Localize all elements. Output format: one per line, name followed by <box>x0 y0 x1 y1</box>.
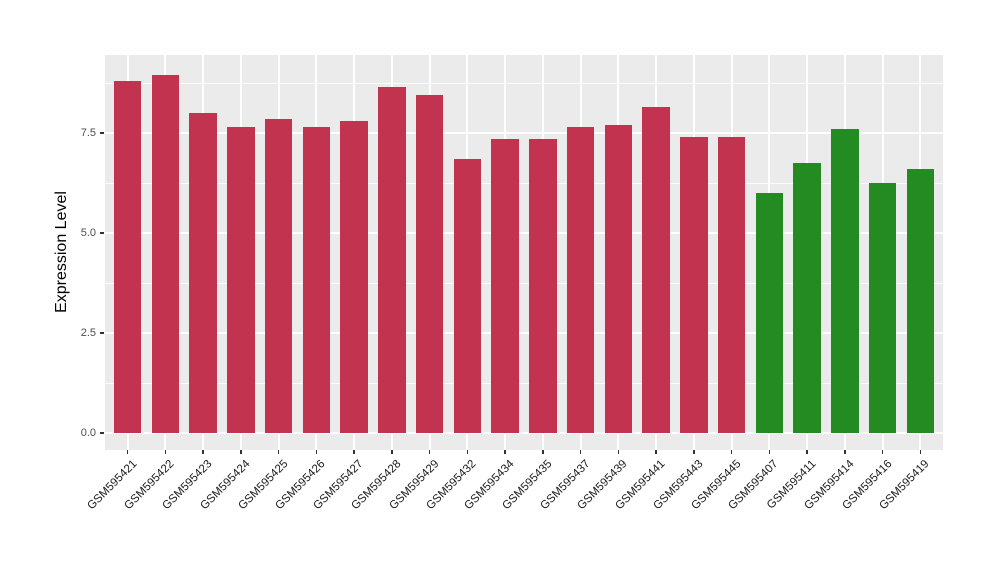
bar-GSM595432 <box>453 159 482 434</box>
x-tick-mark <box>353 450 355 454</box>
y-axis-title: Expression Level <box>53 191 70 313</box>
y-tick-mark <box>100 132 104 134</box>
bar-GSM595421 <box>113 81 142 434</box>
bar-GSM595419 <box>906 169 935 434</box>
x-tick-mark <box>542 450 544 454</box>
y-tick-mark <box>100 332 104 334</box>
gridline-minor <box>105 383 943 385</box>
x-tick-mark <box>277 450 280 454</box>
bar-GSM595416 <box>868 183 897 434</box>
bar-GSM595428 <box>378 87 406 434</box>
gridline-minor <box>105 83 943 85</box>
bar-GSM595411 <box>793 163 821 434</box>
x-tick-mark <box>126 450 129 454</box>
bar-GSM595435 <box>529 139 557 434</box>
bar-GSM595437 <box>566 127 595 434</box>
plot-panel <box>105 55 943 450</box>
x-tick-mark <box>466 450 469 454</box>
bar-GSM595429 <box>415 95 444 434</box>
x-tick-mark <box>768 450 771 454</box>
y-tick-mark <box>100 432 104 434</box>
x-tick-mark <box>617 450 620 454</box>
gridline-major <box>105 332 943 335</box>
x-tick-mark <box>504 450 506 454</box>
x-tick-mark <box>579 450 582 454</box>
gridline-minor <box>105 183 943 185</box>
x-tick-mark <box>730 450 733 454</box>
bar-GSM595407 <box>755 193 784 434</box>
gridline-major <box>105 132 943 135</box>
bar-GSM595422 <box>151 75 180 434</box>
x-tick-mark <box>919 450 922 454</box>
bar-GSM595434 <box>491 139 519 434</box>
bar-GSM595425 <box>264 119 293 434</box>
x-tick-mark <box>240 450 242 454</box>
gridline-major <box>105 432 943 435</box>
x-tick-mark <box>806 450 808 454</box>
gridline-major <box>105 232 943 235</box>
y-tick-label: 7.5 <box>80 126 96 139</box>
x-tick-mark <box>391 450 393 454</box>
x-tick-mark <box>844 450 846 454</box>
y-tick-label: 5.0 <box>80 226 96 239</box>
gridline-minor <box>105 283 943 285</box>
y-tick-label: 2.5 <box>80 326 96 339</box>
x-tick-mark <box>881 450 884 454</box>
x-tick-mark <box>315 450 318 454</box>
x-tick-mark <box>202 450 204 454</box>
x-tick-mark <box>693 450 695 454</box>
bar-GSM595426 <box>302 127 331 434</box>
x-tick-mark <box>164 450 167 454</box>
bar-GSM595443 <box>680 137 708 434</box>
bar-GSM595414 <box>831 129 859 434</box>
x-tick-mark <box>655 450 657 454</box>
bar-GSM595423 <box>189 113 217 434</box>
bar-GSM595427 <box>340 121 368 434</box>
bar-GSM595445 <box>717 137 746 434</box>
x-tick-mark <box>428 450 431 454</box>
bar-GSM595441 <box>642 107 670 434</box>
y-tick-mark <box>100 232 104 234</box>
bar-GSM595439 <box>604 125 633 434</box>
bar-GSM595424 <box>227 127 255 434</box>
y-tick-label: 0.0 <box>80 426 96 439</box>
